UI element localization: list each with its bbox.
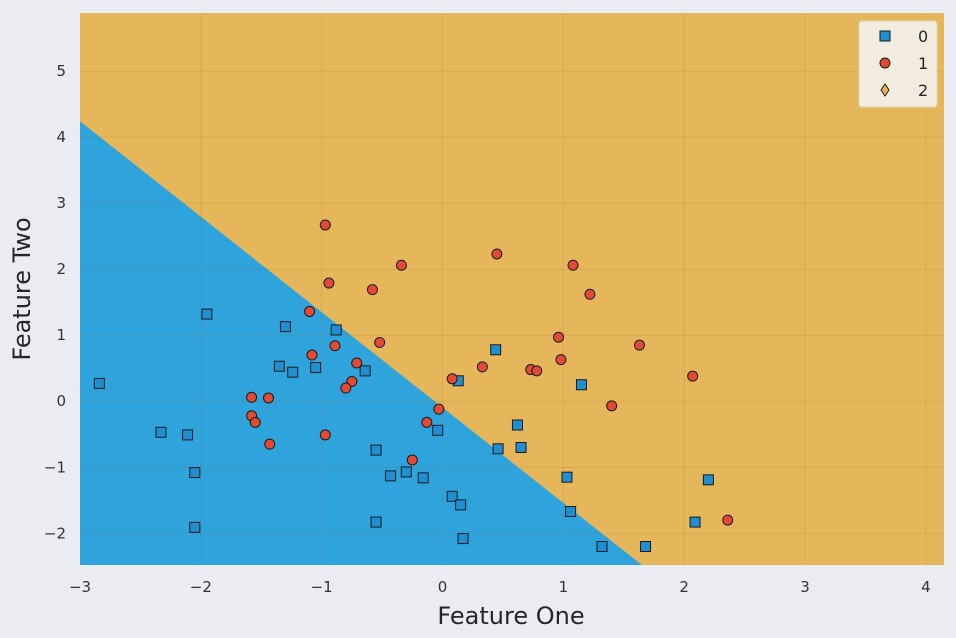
plot-area [80, 13, 944, 565]
x-tick-label: 1 [559, 578, 569, 596]
grid [80, 13, 944, 565]
class-0-point [511, 419, 523, 431]
class-0-point [310, 362, 322, 374]
class-1-point [329, 340, 341, 352]
class-0-point [446, 490, 458, 502]
x-tick-label: −2 [190, 578, 212, 596]
legend-box [858, 20, 938, 108]
y-tick-label: −2 [44, 524, 66, 542]
class-0-point [457, 533, 469, 545]
class-0-point [702, 474, 714, 486]
class-1-point [722, 514, 734, 526]
legend-marker-0 [879, 30, 891, 42]
y-tick-labels: −2 −1 0 1 2 3 4 5 [44, 62, 66, 542]
x-tick-label: −1 [311, 578, 333, 596]
class-0-point [330, 324, 342, 336]
class-0-point [385, 470, 397, 482]
class-0-point [155, 426, 167, 438]
class-0-point [417, 472, 429, 484]
class-1-point [606, 400, 618, 412]
legend-label-2: 2 [918, 81, 928, 100]
y-tick-label: 3 [56, 194, 66, 212]
legend-marker-1 [879, 57, 891, 69]
decision-region-class-1 [80, 13, 944, 565]
class-0-point [432, 424, 444, 436]
data-points [93, 219, 734, 553]
class-0-point [596, 541, 608, 553]
class-1-point [633, 339, 645, 351]
y-tick-label: 5 [56, 62, 66, 80]
class-1-point [491, 248, 503, 260]
class-1-point [584, 288, 596, 300]
class-0-point [492, 443, 504, 455]
class-1-point [306, 349, 318, 361]
class-1-point [476, 361, 488, 373]
legend-label-0: 0 [918, 27, 928, 46]
legend: 0 1 2 [858, 20, 938, 108]
class-1-point [351, 357, 363, 369]
x-tick-label: −3 [69, 578, 91, 596]
class-0-point [182, 429, 194, 441]
class-0-point [561, 471, 573, 483]
y-tick-label: 0 [56, 392, 66, 410]
class-0-point [455, 499, 467, 511]
class-1-point [304, 305, 316, 317]
class-1-point [249, 416, 261, 428]
class-0-point [515, 441, 527, 453]
class-1-point [246, 391, 258, 403]
class-1-point [395, 259, 407, 271]
class-0-point [575, 379, 587, 391]
class-1-point [687, 370, 699, 382]
class-0-point [640, 541, 652, 553]
x-axis-title: Feature One [437, 602, 584, 630]
x-tick-labels: −3 −2 −1 0 1 2 3 4 [69, 578, 931, 596]
class-1-point [323, 277, 335, 289]
class-1-point [421, 416, 433, 428]
class-1-point [406, 454, 418, 466]
x-tick-label: 3 [800, 578, 810, 596]
class-0-point [689, 516, 701, 528]
class-0-point [189, 521, 201, 533]
y-tick-label: 4 [56, 128, 66, 146]
legend-label-1: 1 [918, 54, 928, 73]
class-0-point [189, 467, 201, 479]
x-tick-label: 2 [679, 578, 689, 596]
class-1-point [446, 373, 458, 385]
class-1-point [433, 403, 445, 415]
class-1-point [263, 392, 275, 404]
y-tick-label: 1 [56, 326, 66, 344]
class-0-point [565, 506, 577, 518]
class-1-point [374, 336, 386, 348]
class-1-point [531, 365, 543, 377]
class-0-point [370, 444, 382, 456]
x-tick-label: 0 [438, 578, 448, 596]
class-0-point [287, 366, 299, 378]
class-1-point [366, 284, 378, 296]
class-1-point [264, 438, 276, 450]
class-0-point [273, 360, 285, 372]
y-axis-title: Feature Two [8, 217, 36, 360]
class-0-point [201, 308, 213, 320]
y-tick-label: −1 [44, 458, 66, 476]
class-1-point [553, 331, 565, 343]
class-1-point [319, 219, 331, 231]
class-1-point [555, 354, 567, 366]
class-0-point [400, 466, 412, 478]
class-0-point [370, 516, 382, 528]
class-0-point [490, 344, 502, 356]
legend-marker-2 [880, 83, 890, 97]
class-1-point [319, 429, 331, 441]
class-1-point [567, 259, 579, 271]
class-0-point [93, 377, 105, 389]
class-0-point [279, 321, 291, 333]
y-tick-label: 2 [56, 260, 66, 278]
class-0-point [359, 365, 371, 377]
x-tick-label: 4 [921, 578, 931, 596]
class-1-point [340, 382, 352, 394]
